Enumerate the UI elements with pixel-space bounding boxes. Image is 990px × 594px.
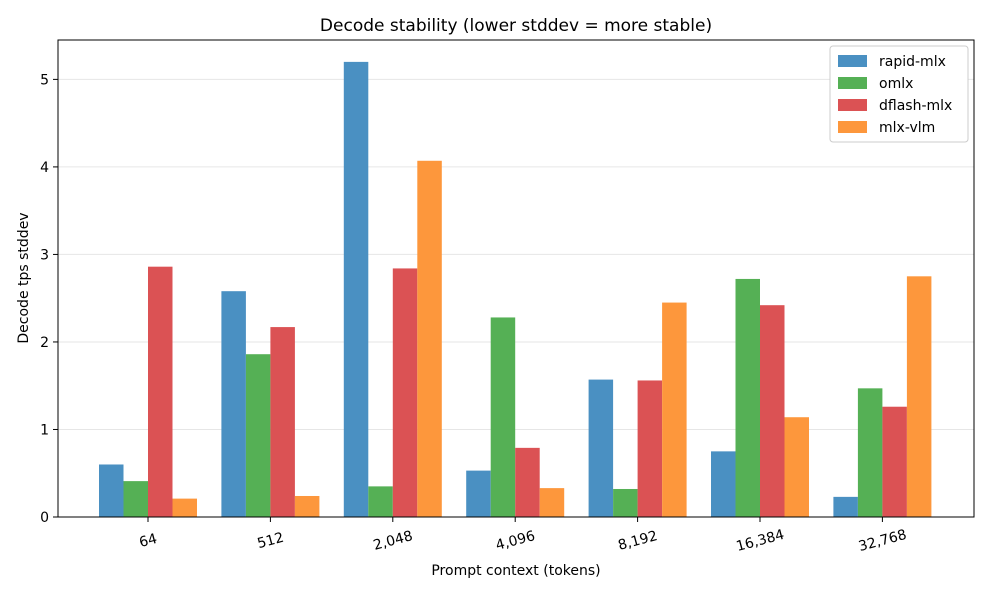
bar-omlx-16384 <box>735 278 760 517</box>
bar-omlx-32768 <box>857 388 883 517</box>
legend-swatch-omlx <box>838 77 867 89</box>
legend-label-dflash-mlx: dflash-mlx <box>879 98 952 114</box>
bar-rapid-mlx-64 <box>99 464 124 517</box>
legend-swatch-rapid-mlx <box>838 55 867 67</box>
legend: rapid-mlx omlx dflash-mlx mlx-vlm <box>829 45 969 143</box>
bar-mlx-vlm-32768 <box>906 276 932 517</box>
bar-omlx-8192 <box>613 488 638 517</box>
bar-rapid-mlx-512 <box>221 291 246 517</box>
bar-omlx-2048 <box>368 486 393 517</box>
bar-rapid-mlx-2048 <box>343 61 369 517</box>
legend-swatch-dflash-mlx <box>838 99 867 111</box>
chart-title: Decode stability (lower stddev = more st… <box>320 16 712 36</box>
legend-box <box>829 45 969 143</box>
bar-rapid-mlx-32768 <box>833 496 858 517</box>
bar-mlx-vlm-512 <box>294 495 320 517</box>
bar-rapid-mlx-4096 <box>466 470 491 517</box>
bar-dflash-mlx-16384 <box>760 305 785 517</box>
bar-mlx-vlm-2048 <box>417 160 442 517</box>
bar-dflash-mlx-32768 <box>882 406 907 517</box>
y-gridlines <box>58 78 974 430</box>
y-tick-label: 1 <box>40 422 49 438</box>
x-tick-label: 512 <box>256 530 286 552</box>
y-tick-label: 2 <box>40 335 49 351</box>
bar-mlx-vlm-16384 <box>784 417 809 517</box>
y-axis-title: Decode tps stddev <box>16 212 32 343</box>
bar-dflash-mlx-512 <box>270 327 295 517</box>
bar-rapid-mlx-16384 <box>711 451 736 517</box>
y-tick-label: 5 <box>40 72 49 88</box>
bar-omlx-512 <box>245 354 271 517</box>
x-axis-title: Prompt context (tokens) <box>431 563 600 579</box>
bar-dflash-mlx-64 <box>148 266 173 517</box>
legend-label-mlx-vlm: mlx-vlm <box>879 120 935 136</box>
x-tick-label: 64 <box>138 531 159 551</box>
bars <box>99 61 932 517</box>
legend-label-rapid-mlx: rapid-mlx <box>879 54 946 70</box>
y-tick-label: 3 <box>40 247 49 263</box>
bar-omlx-64 <box>123 481 148 517</box>
bar-dflash-mlx-8192 <box>637 380 663 517</box>
y-tick-label: 0 <box>40 510 49 526</box>
plot-frame <box>57 39 975 518</box>
bar-dflash-mlx-4096 <box>515 447 540 517</box>
y-axis-ticks: 0 1 2 3 4 5 <box>40 72 58 526</box>
bar-omlx-4096 <box>490 317 516 517</box>
legend-swatch-mlx-vlm <box>838 121 867 133</box>
bar-rapid-mlx-8192 <box>588 379 614 517</box>
bar-mlx-vlm-64 <box>172 498 197 517</box>
y-tick-label: 4 <box>40 160 49 176</box>
bar-mlx-vlm-4096 <box>539 488 565 517</box>
legend-label-omlx: omlx <box>879 76 913 92</box>
bar-mlx-vlm-8192 <box>662 302 687 517</box>
bar-dflash-mlx-2048 <box>392 268 418 517</box>
